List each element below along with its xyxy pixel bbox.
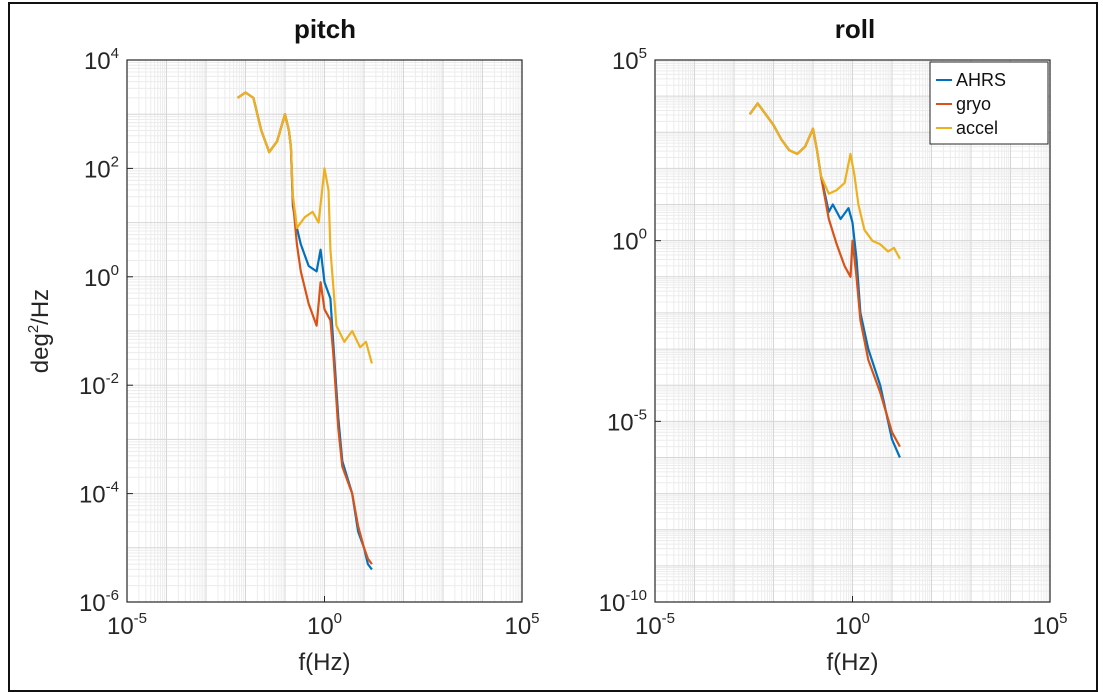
x-tick-label: 10-5: [107, 610, 147, 640]
grid: [126, 59, 523, 603]
figure-canvas: 10-5 100 105 104 102 100 10-2 10-4 10-6 pitch f(Hz…: [25, 14, 1068, 675]
legend-label-gryo: gryo: [956, 94, 991, 114]
x-tick-label: 100: [835, 610, 870, 640]
chart-panel-pitch: 10-5 100 105 104 102 100 10-2 10-4 10-6 pitch f(Hz…: [25, 14, 540, 675]
x-tick-label: 10-5: [635, 610, 675, 640]
y-tick-label: 10-4: [79, 479, 119, 509]
y-tick-label: 102: [84, 153, 119, 183]
y-tick-label: 10-6: [79, 587, 119, 617]
series-line-accel: [236, 91, 373, 364]
legend-label-AHRS: AHRS: [956, 70, 1006, 90]
x-tick-label: 100: [307, 610, 342, 640]
y-tick-label: 100: [612, 226, 647, 256]
chart-panel-roll: 10-5 100 10510510010-510-10rollf(Hz)AHRSgr…: [599, 14, 1068, 675]
y-tick-label: 10-10: [599, 587, 647, 617]
y-tick-label: 104: [84, 45, 119, 75]
legend: AHRS gryo accel: [929, 61, 1049, 145]
legend-label-accel: accel: [956, 118, 998, 138]
chart-title: roll: [835, 14, 875, 44]
y-tick-label: 105: [612, 45, 647, 75]
x-axis-label: f(Hz): [299, 649, 351, 675]
x-tick-label: 105: [1032, 610, 1067, 640]
y-axis-label: deg2/Hz: [25, 289, 54, 373]
y-tick-label: 100: [84, 262, 119, 292]
chart-title: pitch: [294, 14, 356, 44]
x-tick-label: 105: [504, 610, 539, 640]
x-axis-label: f(Hz): [827, 649, 879, 675]
y-tick-label: 10-5: [607, 406, 647, 436]
y-tick-label: 10-2: [79, 370, 119, 400]
series-line-accel: [748, 102, 901, 260]
